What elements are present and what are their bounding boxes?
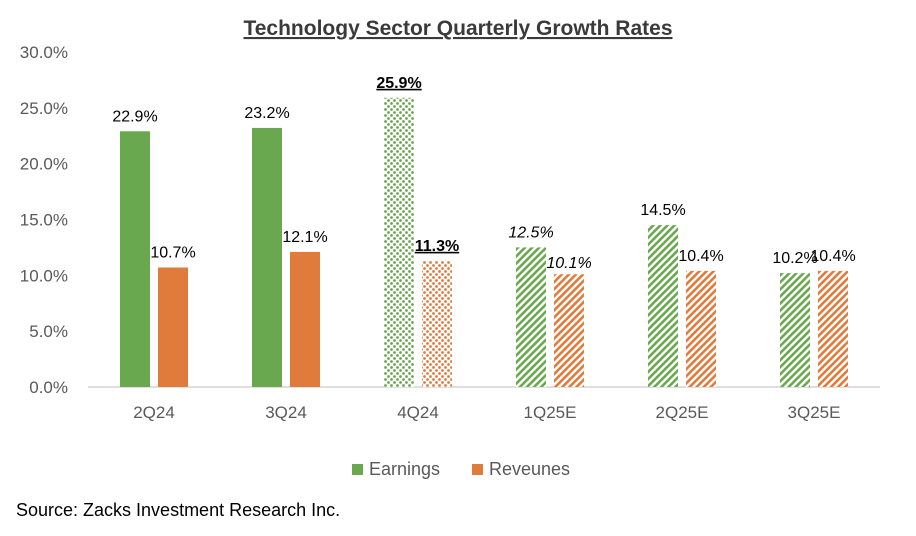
y-tick-label: 0.0% (29, 378, 68, 397)
data-label: 10.7% (150, 245, 195, 262)
earnings-bar (780, 273, 810, 387)
x-tick-label: 4Q24 (397, 403, 439, 422)
x-tick-label: 2Q25E (656, 403, 709, 422)
data-label: 10.2% (772, 250, 817, 267)
x-tick-label: 3Q24 (265, 403, 307, 422)
legend-label-earnings: Earnings (369, 459, 440, 479)
legend-swatch-earnings (352, 464, 363, 475)
x-tick-label: 3Q25E (788, 403, 841, 422)
data-label: 23.2% (244, 105, 289, 122)
earnings-bar (120, 131, 150, 387)
earnings-bar (516, 247, 546, 387)
legend-swatch-revenues (472, 464, 483, 475)
source-note: Source: Zacks Investment Research Inc. (16, 500, 341, 520)
revenues-bar (158, 267, 188, 387)
data-label: 10.4% (678, 248, 723, 265)
y-tick-label: 10.0% (20, 266, 68, 285)
revenues-bar (818, 270, 848, 387)
data-label: 10.1% (546, 255, 591, 272)
revenues-bar (554, 274, 584, 387)
x-tick-label: 2Q24 (133, 403, 175, 422)
data-label: 11.3% (415, 238, 459, 255)
data-label: 25.9% (376, 75, 421, 92)
y-tick-label: 5.0% (29, 322, 68, 341)
y-tick-label: 25.0% (20, 99, 68, 118)
y-tick-label: 20.0% (20, 155, 68, 174)
chart-title: Technology Sector Quarterly Growth Rates (243, 17, 672, 40)
data-label: 10.4% (810, 248, 855, 265)
earnings-bar (384, 97, 414, 388)
legend-label-revenues: Reveunes (489, 459, 570, 479)
data-label: 22.9% (112, 108, 157, 125)
revenues-bar (290, 251, 320, 387)
y-tick-label: 15.0% (20, 211, 68, 230)
earnings-bar (252, 127, 282, 387)
data-label: 12.5% (508, 224, 553, 241)
data-label: 12.1% (282, 229, 327, 246)
x-tick-label: 1Q25E (524, 403, 577, 422)
bar-chart: Technology Sector Quarterly Growth Rates… (20, 17, 880, 479)
data-label: 14.5% (640, 202, 685, 219)
revenues-bar (422, 260, 452, 387)
y-tick-label: 30.0% (20, 43, 68, 62)
revenues-bar (686, 270, 716, 387)
earnings-bar (648, 225, 678, 387)
